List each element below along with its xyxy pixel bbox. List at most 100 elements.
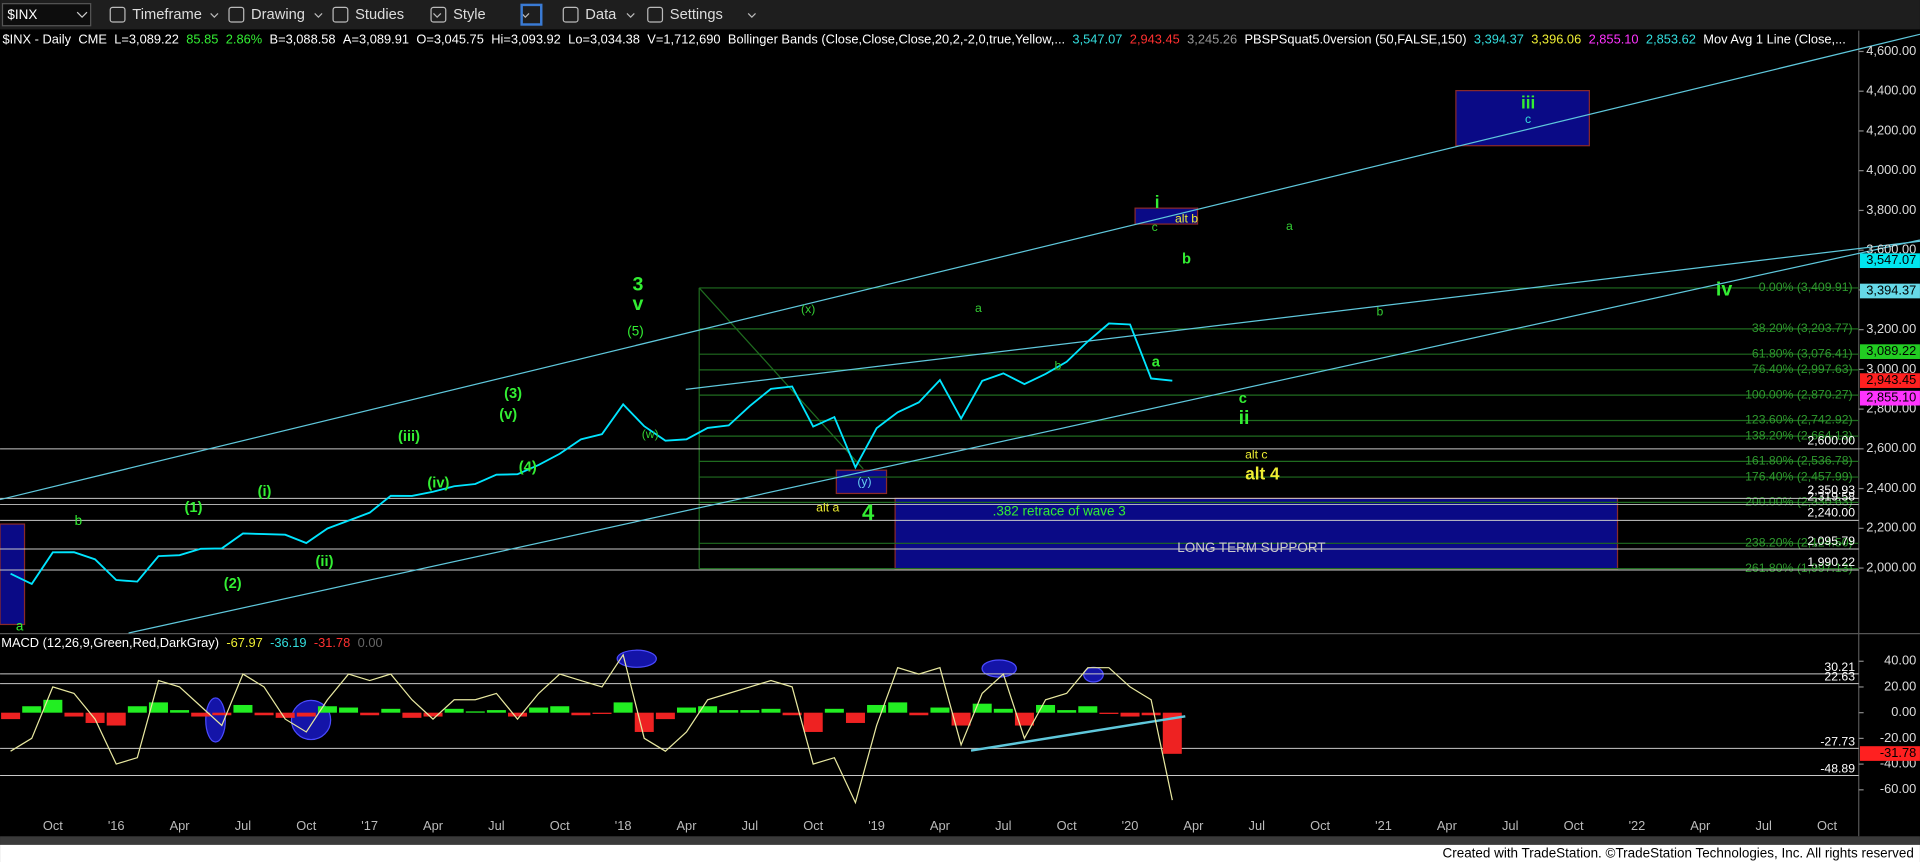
wave-label: (v) — [499, 407, 517, 423]
dropdown-icon — [747, 13, 756, 19]
level-label: 30.21 — [1824, 660, 1855, 674]
level-label: 22.63 — [1824, 670, 1855, 684]
macd-value: -31.78 — [314, 635, 350, 650]
zone-box — [894, 497, 1619, 570]
histogram-bar — [486, 710, 506, 713]
level-label: 2,319.58 — [1807, 489, 1855, 503]
wave-label: alt c — [1245, 448, 1267, 462]
wave-label: b — [1055, 358, 1062, 372]
histogram-bar — [148, 702, 168, 713]
histogram-bar — [317, 706, 337, 713]
wave-label: c — [1239, 391, 1247, 407]
x-tick-label: Oct — [296, 818, 316, 833]
x-tick-label: Jul — [1249, 818, 1265, 833]
histogram-bar — [951, 712, 971, 726]
toolbar-button[interactable]: Studies — [355, 7, 404, 23]
histogram-bar — [1036, 704, 1056, 713]
x-tick-label: Oct — [550, 818, 570, 833]
dropdown-icon — [521, 13, 530, 19]
histogram-bar — [845, 712, 865, 723]
header-item: CME — [78, 32, 107, 47]
histogram-bar — [1099, 712, 1119, 714]
price-box — [1859, 253, 1920, 269]
dropdown-icon — [314, 13, 323, 19]
wave-label: iv — [1716, 278, 1732, 300]
toolbar-button[interactable]: Data — [585, 7, 617, 23]
price-box-label: 2,943.45 — [1866, 372, 1916, 387]
histogram-bar — [85, 712, 105, 723]
histogram-bar — [698, 706, 718, 713]
level-label: 1,990.22 — [1807, 555, 1855, 569]
header-item: 2.86% — [226, 32, 262, 47]
x-tick-label: Oct — [803, 818, 823, 833]
y-tick-label: 2,400.00 — [1866, 480, 1916, 495]
wave-label: (5) — [627, 323, 643, 338]
price-box — [1859, 746, 1920, 761]
symbol-box[interactable] — [1, 3, 92, 27]
fib-label: 0.00% (3,409.91) — [1759, 280, 1853, 294]
histogram-bar — [740, 710, 760, 713]
level-label: 2,350.93 — [1807, 483, 1855, 497]
zone-box — [1455, 89, 1590, 147]
wave-label: LONG TERM SUPPORT — [1177, 540, 1325, 555]
histogram-bar — [1141, 712, 1161, 716]
toolbar-icon — [228, 6, 245, 23]
histogram-bar — [634, 712, 654, 732]
histogram-bar — [909, 712, 929, 716]
wave-label: iii — [1521, 93, 1535, 113]
wave-label: b — [1182, 251, 1191, 267]
wave-label: (i) — [258, 484, 272, 500]
toolbar-button[interactable]: Drawing — [251, 7, 305, 23]
x-tick-label: '22 — [1629, 818, 1646, 833]
x-tick-label: Apr — [676, 818, 697, 833]
level-label: 2,095.79 — [1807, 534, 1855, 548]
histogram-bar — [296, 712, 316, 717]
histogram-bar — [381, 708, 401, 713]
header-item: A=3,089.91 — [343, 32, 409, 47]
x-tick-label: '21 — [1375, 818, 1392, 833]
trendline — [970, 715, 1186, 752]
price-box-label: 3,547.07 — [1866, 252, 1916, 267]
fib-label: 261.80% (1,997.13) — [1745, 561, 1852, 575]
x-tick-label: Apr — [1437, 818, 1458, 833]
wave-label: (iv) — [427, 476, 449, 492]
toolbar-button[interactable]: Settings — [670, 7, 723, 23]
wave-label: (x) — [801, 302, 815, 316]
histogram-bar — [106, 712, 126, 726]
header-item: 3,396.06 — [1531, 32, 1581, 47]
histogram-bar — [43, 699, 63, 713]
toolbar-button[interactable]: Style — [453, 7, 486, 23]
wave-label: alt b — [1175, 211, 1198, 225]
price-box — [1859, 373, 1920, 388]
x-tick-label: Apr — [170, 818, 191, 833]
histogram-bar — [444, 708, 464, 713]
y-tick-label: 3,000.00 — [1866, 361, 1916, 376]
histogram-bar — [803, 712, 823, 732]
histogram-bar — [339, 707, 359, 713]
x-tick-label: Apr — [1690, 818, 1711, 833]
histogram-bar — [170, 710, 190, 713]
header-item: O=3,045.75 — [416, 32, 484, 47]
x-tick-label: Oct — [1310, 818, 1330, 833]
wave-label: a — [975, 301, 982, 315]
footer-bar — [0, 844, 1920, 862]
x-tick-label: Jul — [1755, 818, 1771, 833]
histogram-bar — [508, 712, 528, 717]
toolbar-icon — [109, 6, 126, 23]
wave-label: (iii) — [398, 429, 420, 445]
toolbar-icon[interactable] — [520, 3, 543, 26]
x-tick-label: Jul — [235, 818, 251, 833]
header-item: 3,245.26 — [1187, 32, 1237, 47]
wave-label: .382 retrace of wave 3 — [993, 503, 1126, 518]
fib-label: 100.00% (2,870.27) — [1745, 387, 1852, 401]
toolbar-button[interactable]: Timeframe — [132, 7, 202, 23]
toolbar-icon — [647, 6, 664, 23]
x-tick-label: Oct — [43, 818, 63, 833]
x-tick-label: '19 — [868, 818, 885, 833]
scroll-bar[interactable] — [0, 836, 1920, 845]
macd-header: MACD (12,26,9,Green,Red,DarkGray) -67.97-… — [1, 635, 382, 650]
wave-label: alt a — [816, 500, 839, 514]
y-tick-label: 3,200.00 — [1866, 321, 1916, 336]
trendline — [128, 239, 1920, 634]
